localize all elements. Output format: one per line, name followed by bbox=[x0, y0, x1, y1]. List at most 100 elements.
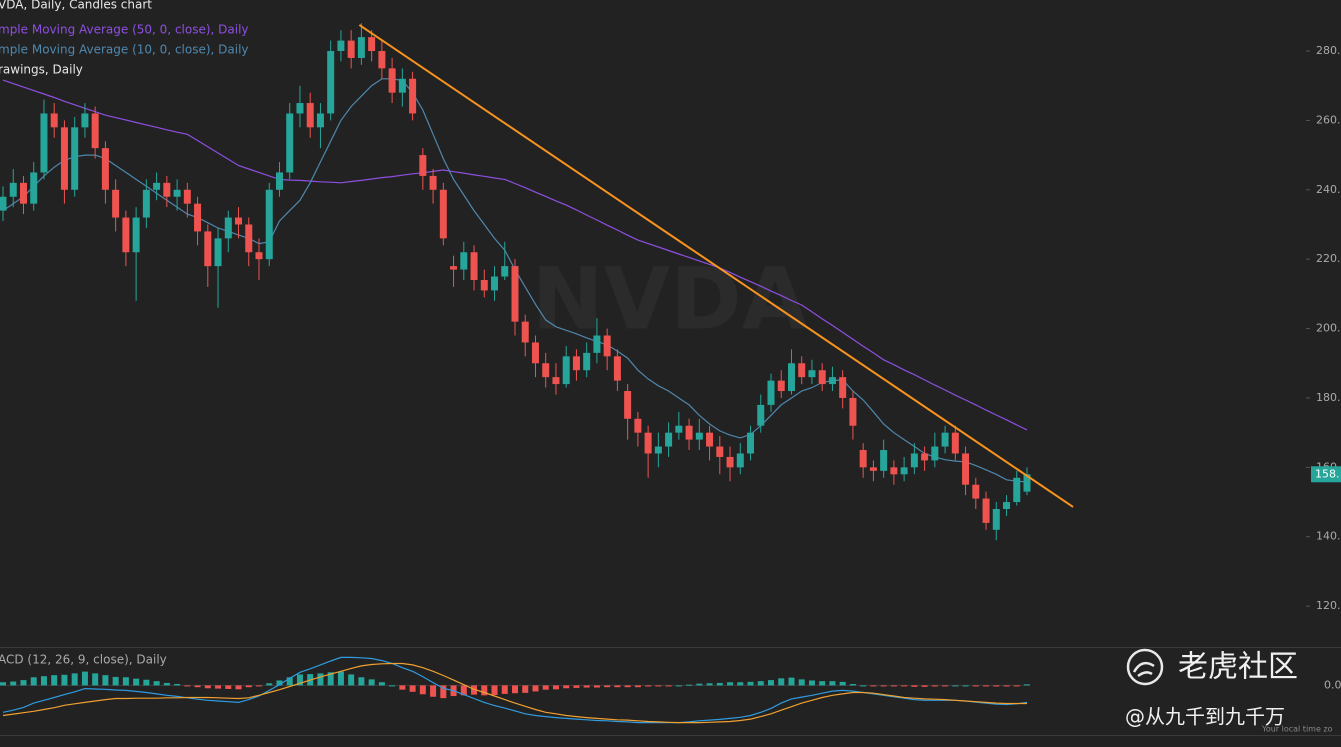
histogram-bar bbox=[716, 682, 723, 686]
candle-body bbox=[398, 78, 406, 93]
candle-body bbox=[1013, 477, 1021, 503]
histogram-bar bbox=[409, 685, 416, 692]
candle-body bbox=[194, 203, 202, 232]
candle-body bbox=[337, 40, 345, 52]
histogram-bar bbox=[358, 677, 365, 686]
histogram-bar bbox=[645, 685, 652, 687]
candle-body bbox=[613, 356, 621, 381]
candle-body bbox=[450, 266, 458, 270]
candle-body bbox=[685, 425, 693, 440]
histogram-bar bbox=[512, 685, 518, 694]
histogram-bar bbox=[51, 675, 58, 686]
candle-body bbox=[316, 113, 324, 128]
histogram-bar bbox=[983, 685, 990, 687]
candle-body bbox=[654, 446, 662, 454]
histogram-bar bbox=[757, 681, 764, 686]
histogram-bar bbox=[30, 677, 37, 686]
candle-body bbox=[982, 498, 990, 523]
candle-body bbox=[777, 380, 785, 392]
y-tick-label: 120. bbox=[1316, 599, 1341, 612]
candle-body bbox=[30, 172, 38, 204]
candle-body bbox=[624, 391, 632, 419]
histogram-bar bbox=[972, 685, 979, 687]
candle-body bbox=[962, 453, 970, 485]
legend: VDA, Daily, Candles chart mple Moving Av… bbox=[0, 0, 249, 667]
histogram-bar bbox=[266, 683, 273, 686]
candle-body bbox=[419, 155, 427, 176]
candle-body bbox=[1023, 474, 1031, 492]
candle-body bbox=[327, 51, 335, 114]
histogram-bar bbox=[419, 685, 426, 695]
histogram-bar bbox=[256, 685, 262, 687]
histogram-bar bbox=[102, 675, 109, 686]
histogram-bar bbox=[348, 674, 355, 686]
candle-body bbox=[122, 217, 130, 253]
histogram-bar bbox=[245, 685, 252, 688]
legend-sma10: mple Moving Average (10, 0, close), Dail… bbox=[0, 43, 249, 57]
candle-body bbox=[798, 363, 806, 378]
y-tick-label: 200. bbox=[1316, 322, 1341, 335]
brand-name: 老虎社区 bbox=[1178, 650, 1298, 685]
y-tick-label: 140. bbox=[1316, 530, 1341, 543]
candle-body bbox=[583, 352, 591, 371]
histogram-bar bbox=[921, 685, 928, 687]
candle-body bbox=[224, 217, 232, 239]
candle-body bbox=[910, 453, 918, 468]
candle-body bbox=[306, 103, 314, 128]
y-tick-label: 0.0 bbox=[1324, 678, 1341, 691]
legend-sma50: mple Moving Average (50, 0, close), Dail… bbox=[0, 23, 249, 37]
y-tick-label: 280. bbox=[1316, 44, 1341, 57]
macd-line bbox=[2, 662, 1027, 724]
candle-body bbox=[542, 363, 550, 378]
histogram-bar bbox=[143, 679, 150, 686]
histogram-bar bbox=[542, 685, 549, 690]
candle-body bbox=[265, 189, 273, 260]
histogram-bar bbox=[368, 679, 375, 686]
histogram-bar bbox=[727, 682, 734, 686]
candle-body bbox=[132, 217, 140, 253]
candle-body bbox=[818, 370, 826, 385]
candle-body bbox=[71, 127, 79, 190]
candle-body bbox=[460, 252, 468, 270]
y-tick-label: 240. bbox=[1316, 183, 1341, 196]
candle-body bbox=[706, 432, 714, 447]
candle-body bbox=[869, 467, 877, 471]
histogram-bar bbox=[552, 685, 559, 690]
brand-watermark: 老虎社区 @从九千到九千万 Your local time zo bbox=[1125, 648, 1333, 734]
candle-body bbox=[521, 321, 529, 343]
candle-body bbox=[439, 189, 447, 239]
candle-body bbox=[972, 484, 980, 499]
timezone-note: Your local time zo bbox=[1261, 725, 1333, 734]
histogram-bar bbox=[10, 681, 17, 686]
candle-body bbox=[736, 453, 744, 468]
histogram-bar bbox=[747, 681, 754, 686]
histogram-bar bbox=[604, 685, 611, 688]
brand-logo bbox=[1126, 648, 1164, 686]
trendline bbox=[358, 24, 1074, 508]
histogram-bar bbox=[194, 685, 201, 688]
histogram-bar bbox=[430, 685, 437, 697]
candle-body bbox=[214, 238, 222, 267]
candle-body bbox=[603, 335, 611, 357]
candle-body bbox=[839, 377, 847, 398]
histogram-bar bbox=[870, 685, 877, 687]
candle-body bbox=[531, 342, 539, 364]
histogram-bar bbox=[675, 685, 682, 687]
histogram-bar bbox=[563, 685, 570, 689]
candle-body bbox=[368, 37, 376, 52]
brand-logo-mark bbox=[1132, 661, 1155, 678]
candle-body bbox=[101, 148, 109, 190]
candle-body bbox=[880, 450, 888, 471]
candle-body bbox=[747, 432, 755, 454]
candle-body bbox=[429, 175, 437, 190]
histogram-bar bbox=[471, 685, 478, 695]
histogram-bar bbox=[153, 681, 160, 686]
histogram-bar bbox=[808, 680, 815, 686]
legend-drawings: rawings, Daily bbox=[0, 63, 83, 77]
histogram-bar bbox=[583, 685, 590, 688]
histogram-bar bbox=[296, 674, 303, 686]
candle-body bbox=[81, 113, 89, 128]
